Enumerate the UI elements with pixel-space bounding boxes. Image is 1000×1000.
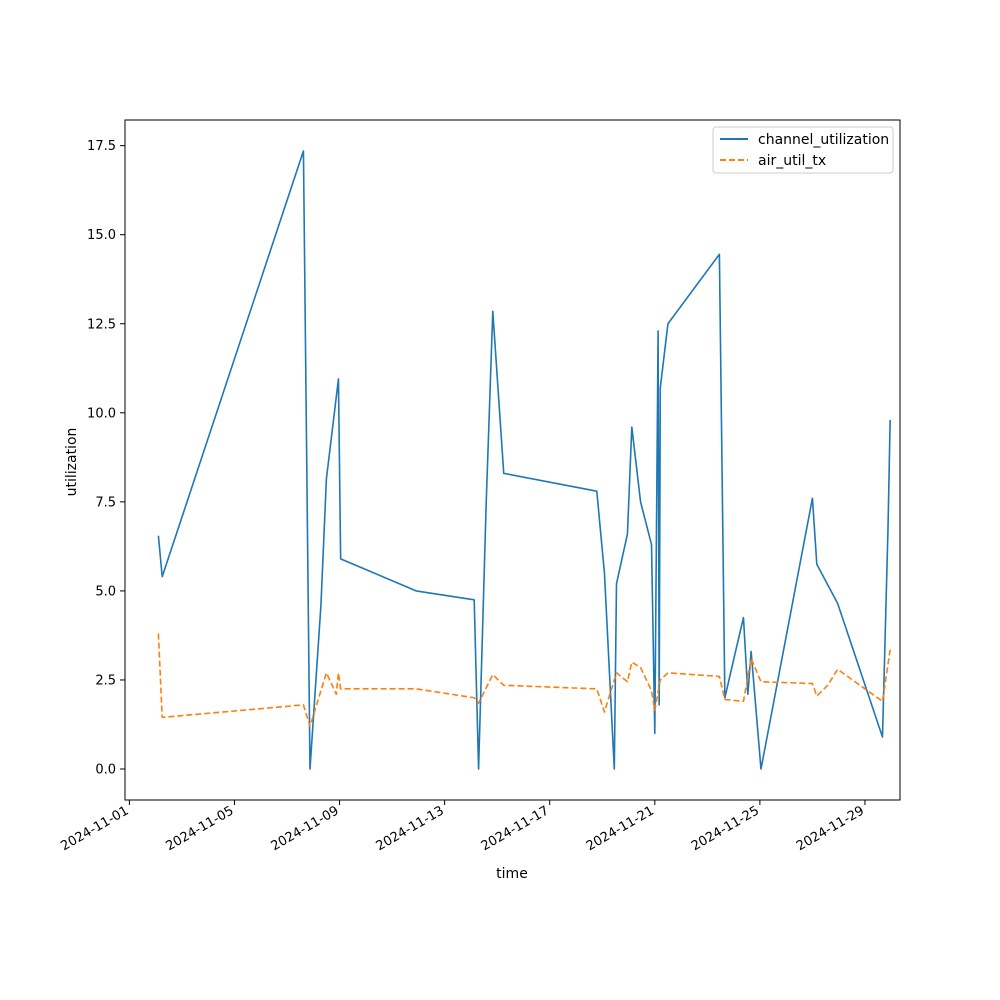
- y-tick-label: 17.5: [87, 139, 116, 154]
- y-tick-label: 15.0: [87, 228, 116, 243]
- series-layer: [157, 150, 891, 770]
- y-tick-label: 7.5: [95, 495, 116, 510]
- y-tick-label: 2.5: [95, 673, 116, 688]
- y-tick-label: 5.0: [95, 584, 116, 599]
- y-axis: 0.0 2.5 5.0 7.5 10.0 12.5 15.0 17.5: [87, 139, 125, 778]
- y-tick-label: 12.5: [87, 317, 116, 332]
- series-line-channel-utilization: [157, 150, 891, 770]
- series-line-air-util-tx: [157, 633, 891, 728]
- legend-box: [712, 126, 894, 174]
- legend-label-channel-utilization: channel_utilization: [758, 132, 889, 148]
- y-tick-label: 0.0: [95, 763, 116, 778]
- x-axis-title: time: [496, 866, 528, 882]
- legend-label-air-util-tx: air_util_tx: [758, 153, 826, 169]
- plot-frame: [124, 119, 901, 801]
- y-tick-label: 10.0: [87, 406, 116, 421]
- y-axis-title: utilization: [64, 428, 80, 497]
- legend: channel_utilization air_util_tx: [712, 126, 894, 174]
